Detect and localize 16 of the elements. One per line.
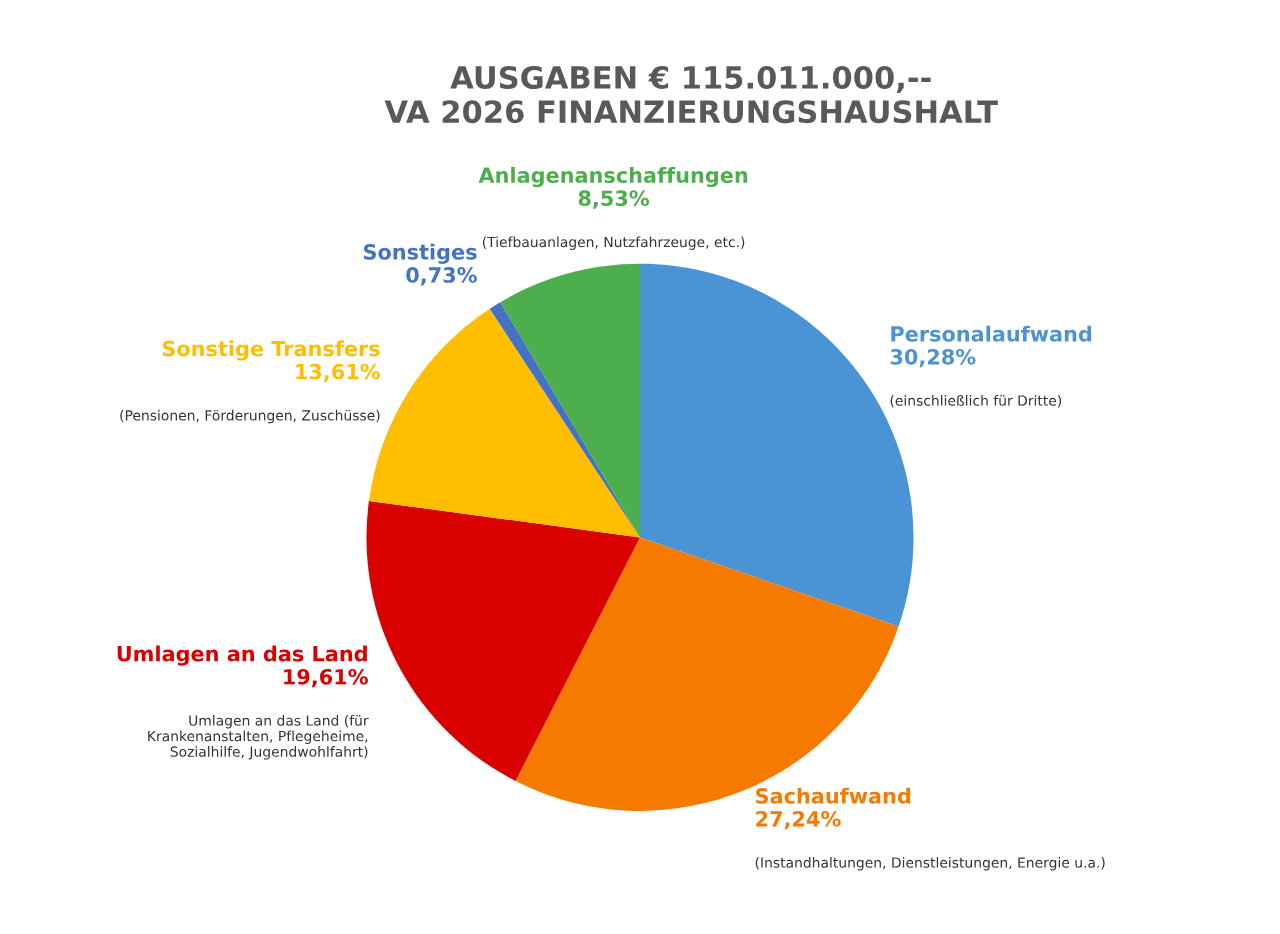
data-label: 13,61% [296,363,381,383]
slice-label: Umlagen an das Land [117,645,367,666]
data-label: 30,28% [890,348,976,368]
data-label: 19,61% [284,668,368,688]
data-label: 8,53% [578,190,650,209]
slice-label: Sonstige Transfers [162,340,380,361]
slice-label: Anlagenanschaffungen [478,166,748,188]
data-label: 0,73% [406,267,477,286]
chart-title: AUSGABEN € 115.011.000,-- VA 2026 FINANZIERUNGSHAUSHALT [384,65,998,124]
pie-slice [489,302,640,538]
data-label: 27,24% [756,810,841,830]
pie-slice [366,500,640,781]
slice-label: Sonstiges [363,243,477,264]
slice-label: Personalaufwand [891,325,1092,342]
pie-slice [500,263,640,538]
slice-label: Sachaufwand [756,787,911,804]
